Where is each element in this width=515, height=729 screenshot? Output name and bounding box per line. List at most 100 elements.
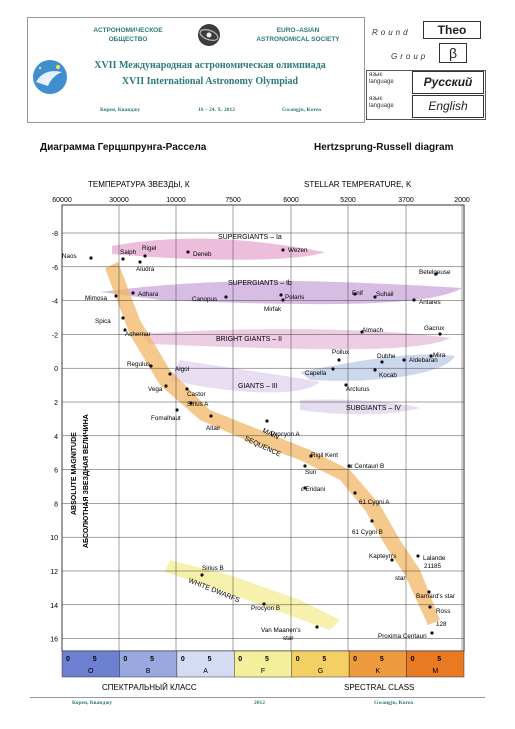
language-box bbox=[366, 70, 486, 120]
temp-tick-label: 5200 bbox=[340, 197, 356, 204]
temp-label-ru: ТЕМПЕРАТУРА ЗВЕЗДЫ, К bbox=[88, 180, 190, 189]
star-label: Barnard's star bbox=[416, 593, 455, 600]
spectral-class-label: K bbox=[376, 668, 381, 675]
star-label: Polaris bbox=[285, 294, 304, 301]
star-label: Procyon B bbox=[251, 605, 280, 612]
spectral-class-label: G bbox=[318, 668, 323, 675]
spectral-sub-label: 5 bbox=[93, 656, 97, 663]
star-dot bbox=[344, 383, 348, 387]
temp-tick-label: 60000 bbox=[52, 197, 72, 204]
spectral-sub-label: 0 bbox=[296, 656, 300, 663]
lang-value-en: English bbox=[412, 95, 484, 118]
star-label: Kocab bbox=[379, 372, 397, 379]
star-dot bbox=[185, 387, 189, 391]
star-label: Algol bbox=[175, 366, 189, 373]
label-bright-giants: BRIGHT GIANTS – II bbox=[216, 336, 282, 343]
star-dot bbox=[360, 330, 364, 334]
spectral-sub-label: 5 bbox=[208, 656, 212, 663]
star-dot bbox=[281, 298, 285, 302]
mag-tick-label: 12 bbox=[50, 569, 58, 576]
mag-tick-label: -8 bbox=[52, 231, 58, 238]
star-label: star bbox=[395, 575, 406, 582]
star-label: 21185 bbox=[424, 563, 442, 570]
star-label: Kapteyn's bbox=[369, 553, 396, 560]
header-box bbox=[27, 17, 365, 123]
spectral-segment bbox=[291, 650, 350, 678]
star-label: Gacrux bbox=[424, 325, 445, 332]
y-label-en: ABSOLUTE MAGNITUDE bbox=[71, 432, 78, 515]
band-supergiants-1b bbox=[100, 281, 462, 305]
star-label: Sirius A bbox=[187, 401, 209, 408]
mag-tick-label: -4 bbox=[52, 299, 58, 306]
lang-label-1-en: language bbox=[369, 79, 394, 85]
org-ru-line1: АСТРОНОМИЧЕСКОЕ bbox=[93, 27, 163, 34]
star-dot bbox=[186, 250, 190, 254]
star-label: Suhail bbox=[376, 291, 394, 298]
spectral-sub-label: 0 bbox=[181, 656, 185, 663]
lang-label-2: язык language bbox=[369, 96, 394, 110]
star-dot bbox=[189, 401, 193, 405]
stars: Naos Saiph Rigel Aludra Deneb Wezen Betelgeuse… bbox=[62, 245, 455, 642]
star-label: 61 Cygni A bbox=[359, 499, 390, 506]
spectral-label-en: SPECTRAL CLASS bbox=[344, 683, 414, 692]
star-label: Saiph bbox=[120, 249, 137, 256]
mag-tick-label: 0 bbox=[54, 366, 58, 373]
star-dot bbox=[164, 384, 168, 388]
spectral-label-ru: СПЕКТРАЛЬНЫЙ КЛАСС bbox=[102, 683, 197, 692]
band-subgiants bbox=[300, 399, 420, 415]
star-label: Aldebaran bbox=[409, 357, 438, 364]
grid bbox=[61, 205, 464, 651]
spectral-class-label: B bbox=[146, 668, 151, 675]
star-label: Altair bbox=[206, 425, 220, 432]
footer-rule bbox=[30, 697, 485, 698]
spectral-segment bbox=[176, 650, 235, 678]
temp-tick-label: 6000 bbox=[283, 197, 299, 204]
galaxy-icon bbox=[198, 24, 220, 46]
star-label: Mira bbox=[433, 352, 446, 359]
star-label: Achernar bbox=[125, 331, 151, 338]
star-label: Sun bbox=[305, 469, 317, 476]
label-giants: GIANTS – III bbox=[238, 383, 278, 390]
star-dot bbox=[131, 291, 135, 295]
star-dot bbox=[121, 257, 125, 261]
lang-value-ru: Русский bbox=[412, 71, 484, 94]
temp-tick-label: 30000 bbox=[109, 197, 129, 204]
star-label: Wezen bbox=[288, 247, 308, 254]
header-dates: 16 – 24. X. 2012 bbox=[198, 107, 235, 113]
spectral-sub-label: 0 bbox=[123, 656, 127, 663]
band-supergiants-1a bbox=[112, 238, 325, 260]
spectral-sub-label: 5 bbox=[322, 656, 326, 663]
star-dot bbox=[402, 358, 406, 362]
footer-place-en: Gwangju, Korea bbox=[374, 700, 414, 706]
star-dot bbox=[123, 328, 127, 332]
star-label: Almach bbox=[362, 327, 383, 334]
star-label: Ross bbox=[436, 608, 450, 615]
round-label: Round bbox=[372, 28, 411, 37]
star-dot bbox=[168, 372, 172, 376]
org-en-line2: ASTRONOMICAL SOCIETY bbox=[256, 36, 340, 43]
band-giants bbox=[300, 354, 455, 381]
spectral-class-label: M bbox=[432, 668, 438, 675]
star-label: Betelgeuse bbox=[419, 269, 451, 276]
star-label: Antares bbox=[419, 299, 441, 306]
star-dot bbox=[262, 602, 266, 606]
star-dot bbox=[303, 486, 307, 490]
mag-tick-label: 10 bbox=[50, 535, 58, 542]
spectral-class-label: O bbox=[88, 668, 94, 675]
star-dot bbox=[430, 631, 434, 635]
star-label: Lalande bbox=[423, 555, 446, 562]
star-label: Pollux bbox=[332, 349, 350, 356]
star-label: Dubhe bbox=[377, 353, 396, 360]
star-dot bbox=[370, 519, 374, 523]
footer-year: 2012 bbox=[254, 700, 265, 706]
label-supergiants-1a: SUPERGIANTS – Ia bbox=[218, 234, 282, 241]
star-label: Rigel bbox=[142, 245, 156, 252]
star-label: Fomalhaut bbox=[151, 415, 181, 422]
star-label: Proxima Centauri bbox=[378, 633, 427, 640]
plot-frame bbox=[61, 204, 465, 652]
star-dot bbox=[428, 605, 432, 609]
star-dot bbox=[265, 419, 269, 423]
header-place-ru: Корея, Кванджу bbox=[100, 107, 141, 113]
spectral-segment bbox=[406, 650, 465, 678]
spectral-segment bbox=[234, 650, 292, 678]
